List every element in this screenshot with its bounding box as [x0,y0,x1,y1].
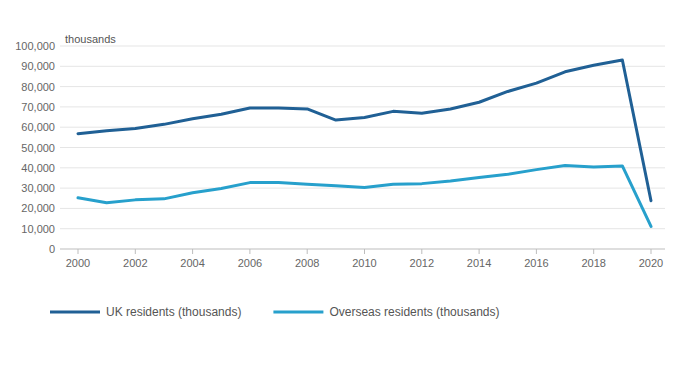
grid [60,46,665,249]
x-tick [421,249,422,254]
grid-line [60,147,665,148]
legend: UK residents (thousands) Overseas residen… [50,305,500,319]
x-tick-label: 2014 [467,257,491,269]
grid-line [60,86,665,87]
legend-swatch [50,311,100,314]
x-tick-label: 2012 [410,257,434,269]
x-tick [307,249,308,254]
x-tick [364,249,365,254]
x-tick-label: 2008 [295,257,319,269]
y-tick-label: 80,000 [21,81,55,93]
x-tick [479,249,480,254]
y-tick-label: 30,000 [21,182,55,194]
y-tick-label: 100,000 [15,40,55,52]
x-tick-label: 2016 [524,257,548,269]
y-tick-label: 0 [49,243,55,255]
x-tick-label: 2018 [581,257,605,269]
y-tick-label: 50,000 [21,142,55,154]
legend-label: Overseas residents (thousands) [329,305,499,319]
legend-label: UK residents (thousands) [106,305,241,319]
y-tick-label: 10,000 [21,223,55,235]
x-tick-label: 2006 [238,257,262,269]
plot-area [78,60,651,226]
y-tick-label: 20,000 [21,202,55,214]
grid-line [60,106,665,107]
grid-line [60,208,665,209]
x-tick [249,249,250,254]
x-tick-label: 2002 [123,257,147,269]
series-line [78,60,651,201]
legend-swatch [273,311,323,314]
grid-line [60,228,665,229]
grid-line [60,66,665,67]
chart: 0 10,000 20,000 30,000 40,000 50,000 60,000 70,… [0,0,700,366]
y-tick-label: 60,000 [21,121,55,133]
grid-line [60,249,665,250]
x-tick-label: 2020 [639,257,663,269]
x-tick [78,249,79,254]
grid-line [60,46,665,47]
axes: 0 10,000 20,000 30,000 40,000 50,000 60,000 70,… [15,33,663,269]
x-tick [192,249,193,254]
y-tick-label: 90,000 [21,60,55,72]
x-tick [651,249,652,254]
x-tick-label: 2000 [66,257,90,269]
x-tick [593,249,594,254]
y-tick-label: 40,000 [21,162,55,174]
x-tick-label: 2004 [180,257,204,269]
y-axis-label: thousands [65,33,116,45]
x-tick [135,249,136,254]
y-tick-label: 70,000 [21,101,55,113]
x-tick-label: 2010 [352,257,376,269]
series-line [78,166,651,227]
x-tick [536,249,537,254]
